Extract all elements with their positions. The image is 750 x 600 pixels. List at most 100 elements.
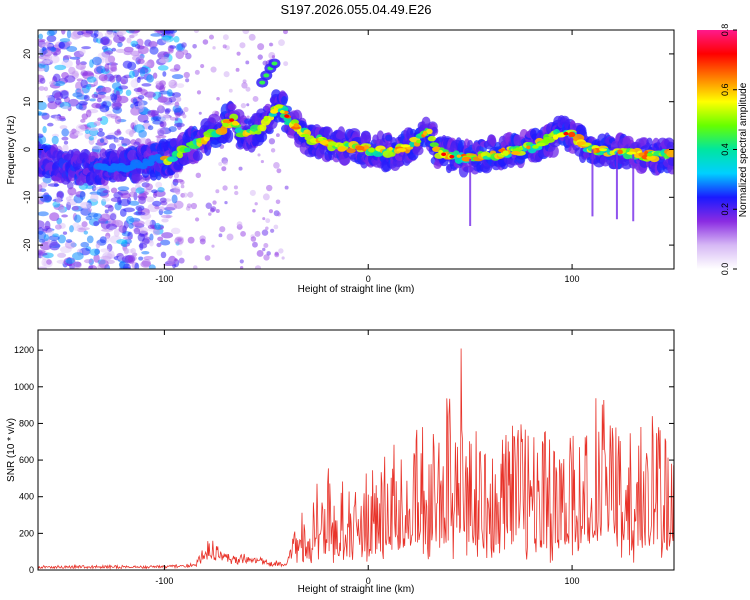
spectrogram-noise-blob <box>128 70 135 79</box>
spectrogram-noise-blob <box>88 135 95 141</box>
spectrogram-noise-blob <box>62 231 68 235</box>
spectrogram-noise-blob <box>72 222 80 231</box>
spectrogram-noise-blob <box>87 265 98 269</box>
spectrogram-noise-blob <box>77 30 84 36</box>
spectrogram-noise-blob <box>175 50 185 60</box>
spectrogram-noise-blob <box>139 67 146 77</box>
spectrogram-noise-blob <box>65 239 73 243</box>
spectrogram-noise-blob <box>199 238 206 245</box>
spectrogram-noise-blob <box>101 197 110 202</box>
spectrogram-ridge-halo <box>363 134 371 144</box>
spectrogram-noise-blob <box>116 74 122 82</box>
spectrogram-noise-blob <box>257 43 265 51</box>
spectrogram-noise-blob <box>126 215 135 225</box>
spectrogram-y-tick-label: -20 <box>22 239 32 252</box>
spectrogram-noise-blob <box>38 266 48 269</box>
spectrogram-noise-blob <box>138 226 148 234</box>
spectrogram-noise-blob <box>249 189 256 196</box>
spectrogram-noise-blob <box>55 196 62 204</box>
spectrogram-ridge-halo <box>192 150 203 162</box>
colorbar-ticks: 0.0 0.2 0.4 0.6 0.8 <box>720 24 737 275</box>
spectrogram-noise-blob <box>239 259 244 264</box>
spectrogram-noise-blob <box>276 168 282 174</box>
spectrogram-noise-blob <box>283 30 288 35</box>
spectrogram-noise-blob <box>93 220 100 227</box>
spectrogram-noise-blob <box>187 236 195 244</box>
spectrogram-noise-blob <box>66 41 72 46</box>
spectrogram-noise-blob <box>83 33 92 38</box>
spectrogram-noise-blob <box>116 95 129 104</box>
spectrogram-noise-blob <box>85 215 93 221</box>
spectrogram-ridge-peak <box>270 109 279 114</box>
spectrogram-noise-blob <box>61 128 70 137</box>
spectrogram-noise-blob <box>143 256 154 260</box>
spectrogram-noise-blob <box>147 94 153 101</box>
spectrogram-noise-blob <box>215 189 220 194</box>
spectrogram-noise-blob <box>155 30 165 33</box>
spectrogram-noise-blob <box>137 94 145 100</box>
spectrogram-noise-blob <box>147 125 154 131</box>
spectrogram-noise-blob <box>222 34 229 41</box>
spectrogram-noise-blob <box>174 101 180 109</box>
spectrogram-noise-blob <box>223 71 230 78</box>
snr-y-tick-label: 800 <box>19 418 34 428</box>
spectrogram-noise-blob <box>151 189 158 194</box>
spectrogram-noise-blob <box>246 115 250 119</box>
snr-x-tick-label: 100 <box>565 576 580 586</box>
spectrogram-y-tick-label: 10 <box>22 97 32 107</box>
spectrogram-noise-blob <box>91 56 102 66</box>
spectrogram-noise-blob <box>130 79 139 88</box>
spectrogram-ridge-peak <box>502 150 509 156</box>
spectrogram-noise-blob <box>158 206 166 212</box>
spectrogram-noise-blob <box>212 46 216 50</box>
spectrogram-noise-blob <box>222 44 227 49</box>
spectrogram-ridge-peak <box>535 142 546 147</box>
spectrogram-noise-blob <box>263 254 270 261</box>
spectrogram-noise-blob <box>68 98 80 107</box>
spectrogram-noise-blob <box>257 54 263 60</box>
spectrogram-noise-blob <box>159 121 165 128</box>
spectrogram-noise-blob <box>158 104 163 110</box>
spectrogram-ridge-peak <box>422 130 428 136</box>
spectrogram-noise-blob <box>38 184 43 192</box>
spectrogram-noise-blob <box>47 101 58 110</box>
colorbar: 0.0 0.2 0.4 0.6 0.8 Normalized spectral ampl… <box>697 24 749 275</box>
spectrogram-noise-blob <box>270 43 274 47</box>
spectrogram-noise-blob <box>57 234 66 244</box>
spectrogram-noise-blob <box>79 190 86 200</box>
spectrogram-noise-blob <box>137 233 145 242</box>
spectrogram-noise-blob <box>53 80 66 87</box>
spectrogram-noise-blob <box>47 122 54 127</box>
snr-y-tick-label: 0 <box>29 565 34 575</box>
spectrogram-noise-blob <box>178 257 185 264</box>
spectrogram-ridge-peak <box>432 146 440 151</box>
spectrogram-noise-blob <box>66 30 72 39</box>
spectrogram-noise-blob <box>204 255 211 261</box>
spectrogram-noise-blob <box>161 35 172 41</box>
spectrogram-noise-blob <box>141 83 152 87</box>
spectrogram-ridge-halo <box>337 126 346 140</box>
spectrogram-noise-blob <box>105 56 110 66</box>
spectrogram-y-tick-label: 0 <box>22 147 32 152</box>
spectrogram-noise-blob <box>71 261 82 269</box>
spectrogram-ridge-peak <box>526 145 531 150</box>
spectrogram-noise-blob <box>263 242 269 248</box>
spectrogram-ridge-peak <box>222 119 232 124</box>
spectrogram-noise-blob <box>111 47 117 52</box>
spectrogram-ridge-peak <box>626 151 637 155</box>
spectrogram-noise-blob <box>102 189 110 194</box>
spectrogram-noise-blob <box>85 109 92 118</box>
spectrogram-noise-blob <box>123 46 134 53</box>
spectrogram-noise-blob <box>90 193 99 203</box>
spectrogram-noise-blob <box>211 244 215 248</box>
spectrogram-noise-blob <box>98 127 104 132</box>
spectrogram-noise-blob <box>242 30 250 35</box>
spectrogram-noise-blob <box>270 228 275 233</box>
spectrogram-noise-blob <box>149 233 154 241</box>
spectrogram-noise-blob <box>138 196 146 205</box>
spectrogram-noise-blob <box>72 252 84 261</box>
spectrogram-noise-blob <box>168 126 177 133</box>
spectrogram-ridge-halo <box>396 158 404 167</box>
spectrogram-noise-blob <box>163 210 173 215</box>
spectrogram-noise-blob <box>62 144 69 152</box>
